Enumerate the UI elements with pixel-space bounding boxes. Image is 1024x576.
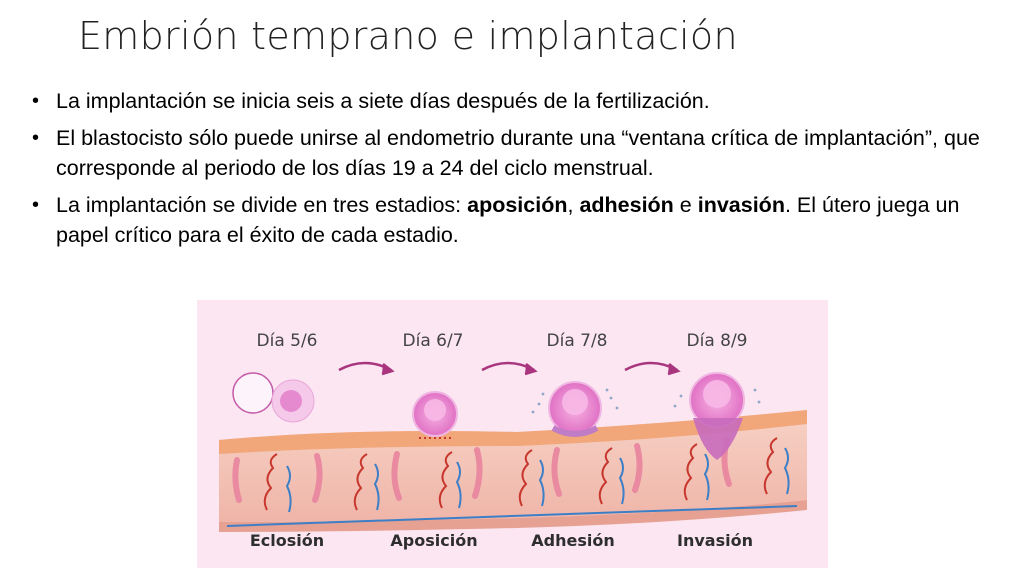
bullet-item: • El blastocisto sólo puede unirse al en… [30,123,1000,183]
hatching-blastocyst-icon [232,372,315,423]
stage-label-adhesion: Adhesión [531,531,614,550]
bullet-sep: , [567,193,580,217]
bullet-item: • La implantación se divide en tres esta… [30,190,1000,250]
bullet-text: El blastocisto sólo puede unirse al endo… [56,126,980,180]
bullet-list: • La implantación se inicia seis a siete… [30,86,1000,257]
bullet-icon: • [32,194,40,216]
slide-title: Embrión temprano e implantación [78,14,738,58]
endometrium-icon [219,410,807,532]
bullet-text: La implantación se inicia seis a siete d… [56,89,710,113]
term-invasion: invasión [697,193,785,217]
arrow-icon [624,361,681,376]
arrow-icon [481,361,538,376]
arrow-icon [338,361,395,376]
bullet-item: • La implantación se inicia seis a siete… [30,86,1000,116]
day-label-3: Día 7/8 [547,331,608,351]
bullet-text-pre: La implantación se divide en tres estadi… [56,193,468,217]
term-adhesion: adhesión [579,193,674,217]
stage-label-invasion: Invasión [677,531,753,550]
day-label-1: Día 5/6 [257,331,318,351]
bullet-icon: • [32,127,40,149]
invasion-blastocyst-icon [673,372,761,460]
bullet-icon: • [32,90,40,112]
stage-label-eclosion: Eclosión [250,531,324,550]
implantation-figure: Día 5/6 Día 6/7 Día 7/8 Día 8/9 [197,300,828,568]
implantation-illustration: Día 5/6 Día 6/7 Día 7/8 Día 8/9 [219,331,807,550]
bullet-text-post: . El útero juega un papel crítico para e… [56,193,960,247]
day-label-4: Día 8/9 [687,331,748,351]
day-label-2: Día 6/7 [403,331,464,351]
term-aposicion: aposición [467,193,568,217]
apposition-blastocyst-icon [412,391,458,439]
bullet-sep: e [673,193,698,217]
stage-label-aposicion: Aposición [390,531,477,550]
adhesion-blastocyst-icon [531,381,619,437]
